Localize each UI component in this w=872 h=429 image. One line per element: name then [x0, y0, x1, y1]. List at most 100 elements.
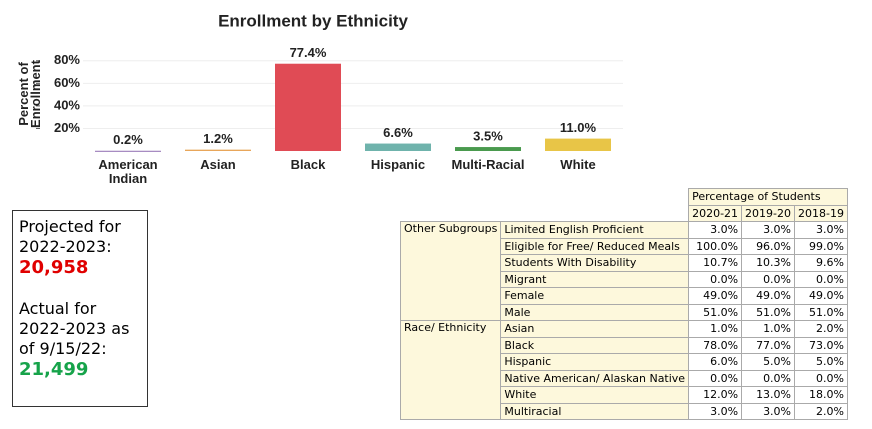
table-cell: 9.6% — [794, 254, 848, 272]
value-label: 6.6% — [383, 125, 413, 140]
table-cell: 2.0% — [794, 320, 848, 338]
table-cell: 18.0% — [794, 386, 848, 404]
table-cell: 77.0% — [741, 336, 796, 354]
table-cell: 3.0% — [741, 221, 796, 239]
table-cell: 49.0% — [741, 287, 796, 305]
y-tick-label: 20% — [54, 120, 80, 135]
table-cell: 0.0% — [688, 369, 743, 387]
table-cell: 13.0% — [741, 386, 796, 404]
bar — [275, 63, 341, 152]
row-label: Students With Disability — [500, 254, 690, 272]
table-cell: 10.3% — [741, 254, 796, 272]
header-row: Percentage of Students — [401, 188, 848, 206]
table-cell: 3.0% — [794, 221, 848, 239]
column-header: 2019-20 — [741, 204, 796, 222]
value-label: 0.2% — [113, 132, 143, 147]
row-label: Migrant — [500, 270, 690, 288]
row-label: White — [500, 386, 690, 404]
actual-label: Actual for 2022-2023 as of 9/15/22: — [19, 299, 130, 358]
table-cell: 73.0% — [794, 336, 848, 354]
table-cell: 1.0% — [688, 320, 743, 338]
table-cell: 0.0% — [741, 369, 796, 387]
row-label: Male — [500, 303, 690, 321]
bar — [365, 143, 431, 151]
chart: Enrollment by Ethnicity 20% 40% 60% 80% 0.2%… — [36, 11, 623, 152]
projected-value: 20,958 — [19, 257, 89, 278]
table-row: Male 51.0% 51.0% 51.0% — [401, 303, 848, 321]
column-header: 2018-19 — [794, 204, 848, 222]
row-label: Female — [500, 287, 690, 305]
y-tick-label: 60% — [54, 75, 80, 90]
value-label: 1.2% — [203, 131, 233, 146]
chart-title: Enrollment by Ethnicity — [218, 11, 408, 30]
bar — [455, 147, 521, 151]
data-table: Percentage of Students 2020-21 2019-20 2018… — [399, 188, 848, 420]
bar — [545, 138, 611, 151]
blank-cell — [401, 189, 689, 206]
value-label: 77.4% — [290, 45, 327, 60]
table-cell: 2.0% — [794, 402, 848, 420]
projected-label: Projected for 2022-2023: — [19, 217, 121, 256]
table-cell: 6.0% — [688, 353, 743, 371]
row-label: Limited English Proficient — [500, 221, 690, 239]
table-cell: 100.0% — [688, 237, 743, 255]
table-cell: 51.0% — [688, 303, 743, 321]
y-tick-label: 40% — [54, 97, 80, 112]
table-row: Multiracial 3.0% 3.0% 2.0% — [401, 402, 848, 420]
row-label: Eligible for Free/ Reduced Meals — [500, 237, 690, 255]
table-cell: 78.0% — [688, 336, 743, 354]
row-label: Multiracial — [500, 402, 690, 420]
row-label: Asian — [500, 320, 690, 338]
table-cell: 49.0% — [688, 287, 743, 305]
value-label: 3.5% — [473, 128, 503, 143]
table-row: Migrant 0.0% 0.0% 0.0% — [401, 270, 848, 288]
x-tick-label: Black — [290, 157, 326, 172]
table-cell: 10.7% — [688, 254, 743, 272]
table-cell: 3.0% — [741, 402, 796, 420]
table-cell: 0.0% — [794, 369, 848, 387]
table-cell: 3.0% — [688, 402, 743, 420]
y-axis-label: Percent of Enrollment — [16, 60, 43, 128]
table-header: Percentage of Students — [688, 188, 848, 206]
table-row: Other Subgroups Limited English Proficien… — [399, 221, 848, 321]
group-cell: Race/ Ethnicity — [399, 320, 502, 420]
table-cell: 49.0% — [794, 287, 848, 305]
actual-value: 21,499 — [19, 359, 89, 380]
row-label: Hispanic — [500, 353, 690, 371]
table-cell: 99.0% — [794, 237, 848, 255]
table-cell: 0.0% — [688, 270, 743, 288]
x-tick-label: Multi-Racial — [451, 157, 525, 172]
table-row: Female 49.0% 49.0% 49.0% — [401, 287, 848, 305]
table-row: Black 78.0% 77.0% 73.0% — [401, 336, 848, 354]
column-header: 2020-21 — [688, 204, 743, 222]
blank-cell — [401, 205, 689, 222]
bar — [185, 149, 251, 151]
table-cell: 5.0% — [794, 353, 848, 371]
group-cell: Other Subgroups — [399, 221, 502, 321]
info-box: Projected for 2022-2023: 20,958 Actual f… — [12, 210, 148, 407]
value-label: 11.0% — [560, 120, 597, 135]
y-tick-label: 80% — [54, 52, 80, 67]
table-cell: 0.0% — [741, 270, 796, 288]
table-cell: 96.0% — [741, 237, 796, 255]
row-label: Black — [500, 336, 690, 354]
x-tick-label: Hispanic — [370, 157, 426, 172]
x-tick-label: Asian — [200, 157, 236, 172]
table-cell: 1.0% — [741, 320, 796, 338]
table-cell: 51.0% — [794, 303, 848, 321]
table-row: Eligible for Free/ Reduced Meals 100.0% 96… — [401, 237, 848, 255]
table-row: Race/ Ethnicity Asian 1.0% 1.0% 2.0% — [399, 320, 848, 420]
table-cell: 5.0% — [741, 353, 796, 371]
columns-row: 2020-21 2019-20 2018-19 — [401, 204, 848, 222]
table-cell: 3.0% — [688, 221, 743, 239]
x-tick-label: White — [560, 157, 596, 172]
row-label: Native American/ Alaskan Native — [500, 369, 690, 387]
bar — [95, 150, 161, 152]
table-row: Native American/ Alaskan Native 0.0% 0.0% 0… — [401, 369, 848, 387]
table-cell: 51.0% — [741, 303, 796, 321]
table-cell: 12.0% — [688, 386, 743, 404]
x-tick-label: American Indian — [98, 157, 158, 186]
table-row: Students With Disability 10.7% 10.3% 9.6% — [401, 254, 848, 272]
table-cell: 0.0% — [794, 270, 848, 288]
